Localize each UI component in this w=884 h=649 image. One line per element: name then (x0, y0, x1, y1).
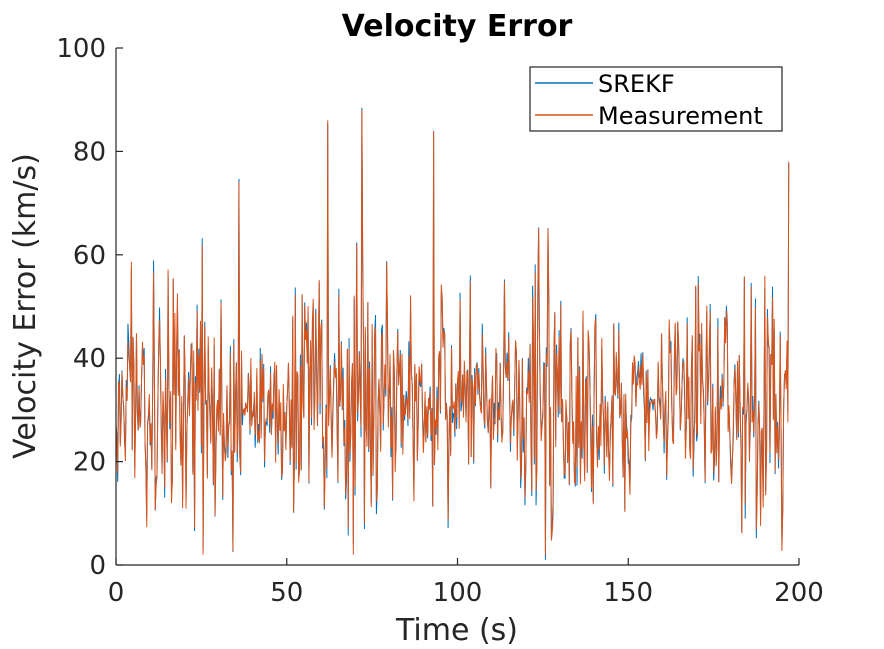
y-tick-label: 80 (73, 137, 106, 167)
x-ticks: 0 50 100 150 200 (108, 558, 824, 608)
x-tick-label: 200 (774, 578, 824, 608)
x-tick-label: 50 (270, 578, 303, 608)
x-tick-label: 150 (603, 578, 653, 608)
chart-title: Velocity Error (342, 9, 573, 44)
x-axis-label: Time (s) (395, 613, 518, 648)
x-tick-label: 0 (108, 578, 125, 608)
series-measurement-line (115, 110, 790, 555)
y-tick-label: 20 (73, 448, 106, 478)
x-tick-label: 100 (433, 578, 483, 608)
axes: 0 50 100 150 200 0 20 40 60 80 100 (56, 34, 823, 608)
y-tick-label: 60 (73, 241, 106, 271)
legend-label-srekf: SREKF (598, 70, 675, 98)
plot-area (115, 107, 790, 565)
y-axis-label: Velocity Error (km/s) (8, 153, 43, 459)
measurement-trace (115, 110, 790, 555)
legend: SREKF Measurement (529, 66, 783, 132)
legend-box (529, 66, 783, 132)
y-ticks: 0 20 40 60 80 100 (56, 34, 123, 581)
y-tick-label: 100 (56, 34, 106, 64)
legend-label-measurement: Measurement (598, 102, 763, 130)
y-tick-label: 40 (73, 344, 106, 374)
y-tick-label: 0 (89, 551, 106, 581)
